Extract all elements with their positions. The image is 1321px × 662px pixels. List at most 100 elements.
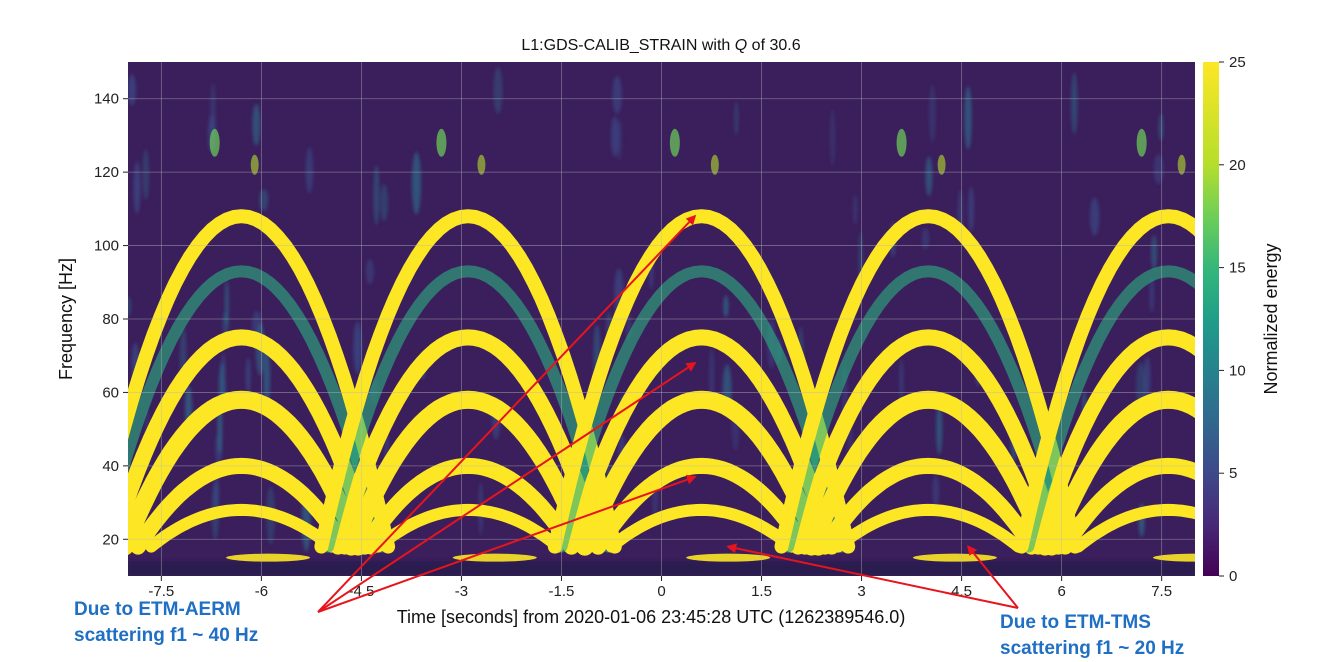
noise-streak [734, 101, 739, 136]
y-tick-label: 120 [94, 164, 119, 181]
plot-area [128, 62, 1195, 576]
low-freq-band [452, 553, 537, 562]
arch-5 [1014, 128, 1195, 562]
x-tick-label: 0 [657, 583, 665, 600]
colorbar-tick-label: 5 [1229, 465, 1237, 482]
noise-streak [1090, 197, 1100, 236]
high-freq-blip [669, 128, 680, 157]
arch-harmonic [128, 390, 368, 556]
arch-harmonic [342, 390, 594, 556]
colorbar-ticks: 0 5 10 15 20 25 [1219, 54, 1246, 585]
arch-harmonic [832, 503, 1025, 553]
noise-streak [616, 118, 622, 161]
arch-harmonic [330, 329, 607, 555]
noise-streak [936, 403, 943, 455]
colorbar-tick-label: 10 [1229, 362, 1246, 379]
colorbar: 0 5 10 15 20 25 Normalized energy [1203, 54, 1281, 585]
arch-harmonic [575, 390, 828, 556]
noise-streak [210, 83, 216, 143]
low-freq-band [912, 553, 997, 562]
y-tick-label: 80 [102, 311, 119, 328]
grid-lines [128, 62, 1195, 576]
arch-harmonic [782, 265, 1075, 553]
noise-streak [259, 189, 269, 211]
noise-streak [829, 109, 836, 167]
x-tick-label: 3 [857, 583, 865, 600]
noise-streak [128, 74, 136, 106]
noise-streak [612, 75, 622, 115]
annotation-2: Due to ETM-TMS scattering f1 ~ 20 Hz [726, 543, 1184, 659]
noise-streak [925, 156, 933, 196]
chart-title: L1:GDS-CALIB_STRAIN with Q of 30.6 [521, 37, 800, 54]
noise-streak [611, 116, 619, 157]
y-tick-label: 100 [94, 238, 119, 255]
high-freq-blip [477, 154, 486, 175]
arch-harmonic [790, 329, 1067, 555]
noise-streak [411, 151, 422, 215]
arch-harmonic [547, 209, 856, 554]
x-tick-label: -7.5 [148, 583, 174, 600]
high-freq-blip [250, 154, 259, 175]
x-tick-label: 6 [1057, 583, 1065, 600]
low-freq-band [226, 553, 311, 562]
annotation-arrow [317, 214, 697, 613]
colorbar-label: Normalized energy [1261, 243, 1281, 394]
y-tick-label: 40 [102, 458, 119, 475]
arch-harmonic [128, 329, 380, 555]
noise-streak [213, 474, 219, 508]
arch-harmonic [372, 503, 565, 553]
noise-streak [929, 84, 936, 143]
colorbar-tick-label: 15 [1229, 260, 1246, 277]
noise-streak [128, 296, 132, 317]
x-axis-label: Time [seconds] from 2020-01-06 23:45:28 … [397, 607, 906, 627]
noise-streak [964, 86, 972, 150]
arch-harmonic [1022, 265, 1195, 553]
high-freq-blip [1136, 128, 1147, 157]
arch-harmonic [802, 390, 1054, 556]
arch-harmonic [555, 265, 848, 553]
noise-streak [245, 357, 251, 396]
low-freq-band [1153, 553, 1195, 562]
colorbar-tick-label: 20 [1229, 157, 1246, 174]
noise-streak [380, 183, 389, 222]
noise-streak [853, 193, 858, 225]
annotation-text-line: Due to ETM-AERM [74, 599, 241, 620]
y-tick-label: 20 [102, 531, 119, 548]
high-freq-blip [209, 128, 220, 157]
noise-streak [305, 147, 314, 194]
high-freq-blip [1177, 154, 1186, 175]
arch-harmonic [774, 209, 1082, 554]
noise-streak [1158, 113, 1164, 142]
high-freq-blip [710, 154, 719, 175]
arch-4 [774, 128, 1082, 562]
high-freq-blip [937, 154, 946, 175]
annotation-arrow [726, 543, 1019, 609]
noise-streak [224, 280, 229, 326]
high-freq-blip [896, 128, 907, 157]
annotations: Due to ETM-AERM scattering f1 ~ 40 Hz Due … [74, 214, 1184, 659]
colorbar-tick-label: 25 [1229, 54, 1246, 71]
colorbar-tick-label: 0 [1229, 568, 1237, 585]
x-tick-label: 1.5 [751, 583, 772, 600]
y-tick-label: 140 [94, 91, 119, 108]
arch-harmonic [314, 209, 622, 554]
y-axis-label: Frequency [Hz] [56, 258, 76, 380]
noise-streak [723, 295, 729, 318]
noise-streak [1143, 356, 1151, 399]
noise-streak [709, 348, 715, 403]
noise-streak [263, 350, 271, 405]
annotation-text-line: scattering f1 ~ 40 Hz [74, 625, 258, 646]
noise-streak [899, 359, 904, 401]
noise-streak [142, 149, 150, 200]
high-freq-blip [436, 128, 447, 157]
annotation-text-line: Due to ETM-TMS [1000, 612, 1151, 633]
arch-harmonic [128, 265, 388, 553]
arch-harmonic [1030, 329, 1195, 555]
x-tick-label: 7.5 [1151, 583, 1172, 600]
noise-streak [968, 186, 974, 232]
arch-harmonic [1014, 209, 1195, 554]
noise-streak [366, 259, 374, 285]
noise-streak [373, 164, 380, 225]
annotation-arrow [317, 361, 697, 613]
